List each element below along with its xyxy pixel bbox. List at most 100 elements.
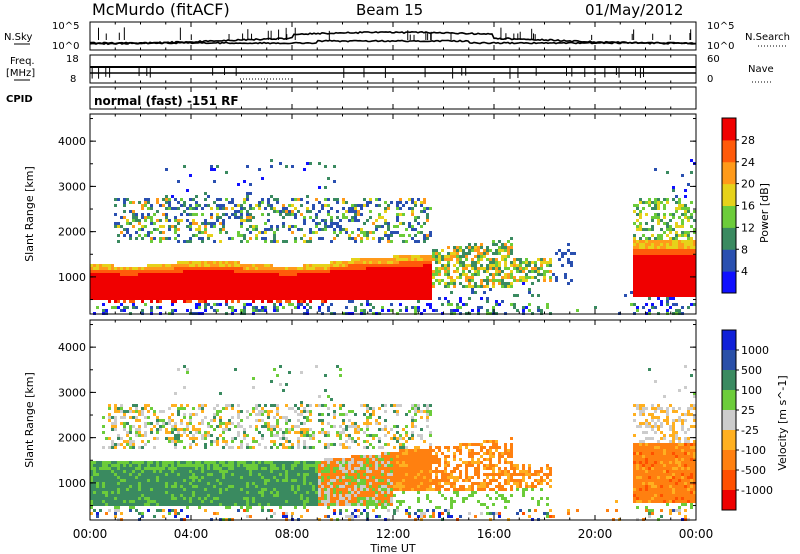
power-cell xyxy=(345,228,348,231)
power-cell xyxy=(630,303,633,306)
velocity-cell xyxy=(126,485,129,488)
velocity-cell xyxy=(141,440,144,443)
power-cell xyxy=(417,258,420,261)
power-cell xyxy=(294,276,297,279)
power-cell xyxy=(426,291,429,294)
power-cell xyxy=(309,237,312,240)
velocity-cell xyxy=(273,485,276,488)
power-cell xyxy=(369,309,372,312)
power-cell xyxy=(252,264,255,267)
power-cell xyxy=(366,204,369,207)
velocity-cell xyxy=(168,461,171,464)
power-cell xyxy=(342,282,345,285)
power-cell xyxy=(195,291,198,294)
power-cell xyxy=(354,258,357,261)
power-cell xyxy=(486,258,489,261)
power-cell xyxy=(264,207,267,210)
power-cell xyxy=(138,279,141,282)
power-cell xyxy=(285,294,288,297)
power-cell xyxy=(186,225,189,228)
velocity-cell xyxy=(138,413,141,416)
velocity-cell xyxy=(174,494,177,497)
power-cell xyxy=(252,294,255,297)
power-cell xyxy=(309,282,312,285)
power-cell xyxy=(657,252,660,255)
velocity-cell xyxy=(279,467,282,470)
power-cell xyxy=(318,237,321,240)
power-cell xyxy=(138,234,141,237)
power-cell xyxy=(363,294,366,297)
velocity-cell xyxy=(237,416,240,419)
power-y-label: Slant Range [km] xyxy=(23,166,36,262)
power-cell xyxy=(237,264,240,267)
velocity-cell xyxy=(102,467,105,470)
power-cell xyxy=(177,180,180,183)
power-cell xyxy=(291,165,294,168)
power-cell xyxy=(165,198,168,201)
velocity-cell xyxy=(198,464,201,467)
power-cell xyxy=(675,231,678,234)
power-cell xyxy=(645,222,648,225)
power-cell xyxy=(333,285,336,288)
power-cell xyxy=(309,273,312,276)
power-cell xyxy=(414,306,417,309)
power-cell xyxy=(186,279,189,282)
velocity-cell xyxy=(231,416,234,419)
power-cell xyxy=(393,261,396,264)
power-cell xyxy=(258,207,261,210)
power-cell xyxy=(429,255,432,258)
power-cell xyxy=(309,297,312,300)
power-cell xyxy=(330,240,333,243)
power-cell xyxy=(240,276,243,279)
velocity-cell xyxy=(267,422,270,425)
power-cell xyxy=(306,303,309,306)
velocity-cell xyxy=(276,482,279,485)
power-cell xyxy=(123,309,126,312)
power-cell xyxy=(105,309,108,312)
power-cell xyxy=(123,279,126,282)
power-cell xyxy=(90,267,93,270)
power-cell xyxy=(537,270,540,273)
power-cell xyxy=(639,210,642,213)
power-cell xyxy=(681,294,684,297)
velocity-cell xyxy=(177,503,180,506)
power-cell xyxy=(201,273,204,276)
velocity-cell xyxy=(147,470,150,473)
velocity-cell xyxy=(219,500,222,503)
velocity-cell xyxy=(135,500,138,503)
power-cell xyxy=(315,279,318,282)
power-cell xyxy=(438,258,441,261)
power-cell xyxy=(177,240,180,243)
power-cell xyxy=(693,303,696,306)
power-cell xyxy=(195,288,198,291)
power-cell xyxy=(396,231,399,234)
power-cell xyxy=(210,225,213,228)
power-cell xyxy=(462,267,465,270)
power-cell xyxy=(264,222,267,225)
velocity-cell xyxy=(282,485,285,488)
velocity-cell xyxy=(123,428,126,431)
power-cell xyxy=(657,285,660,288)
power-cell xyxy=(345,276,348,279)
velocity-cell xyxy=(282,461,285,464)
power-cell xyxy=(189,222,192,225)
velocity-cell xyxy=(219,494,222,497)
power-cell xyxy=(480,267,483,270)
power-cell xyxy=(312,294,315,297)
velocity-cell xyxy=(117,437,120,440)
power-cell xyxy=(528,303,531,306)
power-cell xyxy=(471,276,474,279)
power-cell xyxy=(648,288,651,291)
power-cell xyxy=(690,225,693,228)
power-cell xyxy=(693,267,696,270)
power-cell xyxy=(348,264,351,267)
power-cell xyxy=(216,297,219,300)
velocity-cell xyxy=(252,503,255,506)
velocity-cell xyxy=(195,467,198,470)
power-cell xyxy=(222,273,225,276)
velocity-cell xyxy=(207,422,210,425)
power-cell xyxy=(639,240,642,243)
velocity-cell xyxy=(126,494,129,497)
velocity-cell xyxy=(165,476,168,479)
velocity-cell xyxy=(228,464,231,467)
